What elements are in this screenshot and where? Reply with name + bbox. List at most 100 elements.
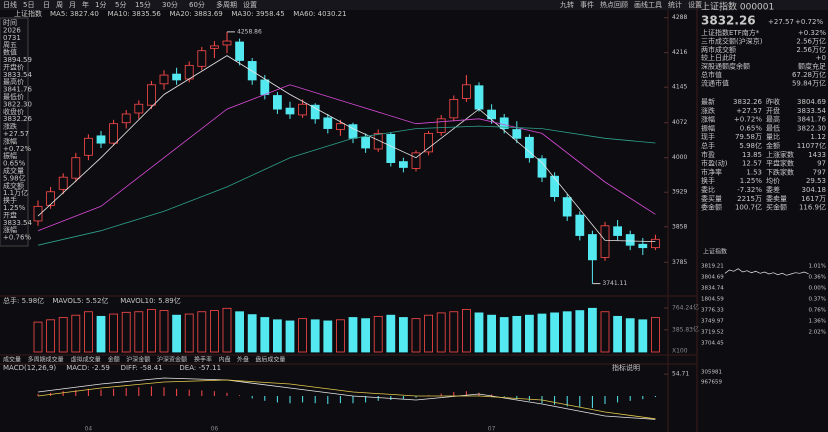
indicator-tab[interactable]: 盘后成交量: [255, 356, 285, 364]
indicator-tab[interactable]: 虚拟成交量: [71, 356, 101, 364]
quote-label: 昨收: [766, 97, 780, 106]
candle-body: [58, 176, 68, 190]
volume-bar: [525, 314, 534, 353]
mini-vol-label: 305981: [701, 370, 722, 376]
info-value: 2026: [3, 26, 21, 34]
quote-value: 79.58万: [735, 133, 762, 141]
toolbar-tab[interactable]: 日: [43, 1, 50, 9]
indicator-tab[interactable]: 金额: [108, 356, 120, 364]
toolbar-tab[interactable]: 15分: [135, 0, 151, 9]
quote-label: 较上日此时: [701, 53, 736, 62]
candle-body: [222, 40, 232, 46]
quote-value: 67.28万亿: [792, 70, 826, 79]
indicator-tab[interactable]: 沪深资金额: [157, 356, 187, 364]
indicator-tab[interactable]: 成交量: [3, 356, 21, 364]
mini-right-label: 0.00%: [809, 286, 826, 292]
volume-bar: [575, 310, 585, 353]
legend-item: MA20: 3883.69: [170, 10, 223, 18]
candle-body: [461, 84, 471, 99]
quote-price: 3832.26: [701, 14, 756, 28]
legend-item: MA30: 3958.45: [231, 10, 284, 18]
volume-bar: [600, 311, 610, 353]
info-value: +27.57: [3, 130, 29, 138]
quote-label: 深股通额度余额: [701, 62, 750, 71]
y-tick-label: 4000: [672, 154, 687, 161]
info-value: 1.1万亿: [3, 188, 28, 197]
info-label: 0731: [3, 34, 21, 42]
candle-body: [600, 225, 610, 258]
macd-header: DIFF: -58.41: [121, 364, 163, 372]
intraday-line: [724, 268, 809, 276]
volume-bar: [197, 311, 207, 353]
quote-label: 上涨家数: [766, 150, 794, 159]
volume-bar: [172, 314, 182, 353]
indicator-tab[interactable]: 换手率: [194, 356, 212, 364]
toolbar-tab[interactable]: 5日: [23, 1, 34, 9]
quote-value: +0: [816, 54, 826, 62]
toolbar-tool[interactable]: 热点回顾: [600, 0, 628, 9]
quote-name: 上证指数 000001: [701, 1, 774, 13]
candle-body: [46, 191, 55, 206]
y-tick-label: 4145: [672, 84, 687, 91]
indicator-tab[interactable]: 沪深金额: [126, 356, 150, 364]
quote-value: 1.25%: [740, 177, 763, 185]
volume-bar: [613, 315, 622, 353]
toolbar-tool[interactable]: 九转: [560, 0, 574, 9]
info-label: 振幅: [3, 151, 17, 160]
indicator-tab[interactable]: 多周期成交量: [28, 356, 64, 364]
toolbar-tab[interactable]: 年: [82, 0, 89, 9]
toolbar-tab[interactable]: 5分: [115, 0, 126, 9]
quote-value: 1.12: [810, 133, 826, 141]
mini-right-label: 0.76%: [809, 308, 826, 314]
candle-body: [172, 73, 182, 81]
info-value: 3822.30: [3, 100, 32, 108]
volume-bar: [222, 307, 232, 353]
toolbar-tab[interactable]: 月: [69, 1, 76, 9]
volume-bar: [134, 311, 144, 353]
volume-bar: [310, 319, 320, 353]
annotation-label: 4258.86: [237, 28, 262, 35]
toolbar-tool[interactable]: 事件: [580, 0, 594, 9]
info-label: 最低价: [3, 92, 24, 101]
quote-label: 上证指数ETF南方*: [701, 28, 760, 37]
info-label: 成交量: [3, 166, 24, 175]
toolbar-tab[interactable]: 周: [56, 1, 63, 9]
mini-title: 上证指数: [703, 248, 727, 256]
quote-value: 100.7亿: [735, 203, 762, 212]
info-value: +0.72%: [3, 145, 31, 153]
toolbar-tab[interactable]: 30分: [162, 0, 178, 9]
volume-bar: [550, 312, 559, 353]
candle-body: [197, 50, 207, 67]
toolbar-tab[interactable]: 多周期: [216, 0, 237, 9]
toolbar-tab[interactable]: 日线: [3, 0, 17, 9]
indicator-tab[interactable]: 外盘: [237, 356, 249, 364]
toolbar-tool[interactable]: 画线工具: [634, 0, 662, 9]
indicator-tab[interactable]: 内盘: [219, 356, 231, 364]
macd-header: DEA: -57.11: [179, 364, 221, 372]
toolbar-tab[interactable]: 设置: [243, 0, 257, 9]
toolbar-tool[interactable]: 统计: [668, 0, 682, 9]
toolbar-tab[interactable]: 60分: [189, 0, 205, 9]
quote-label: 委买量: [701, 194, 722, 203]
quote-label: 涨幅: [701, 115, 715, 124]
quote-label: 总手: [701, 141, 715, 150]
macd-help[interactable]: 指标说明: [612, 363, 640, 372]
x-tick-label: 07: [488, 426, 496, 432]
mini-right-label: 0.36%: [809, 275, 826, 281]
toolbar-tab[interactable]: 1分: [95, 0, 106, 9]
quote-value: 3841.76: [797, 116, 826, 124]
quote-value: 116.9亿: [799, 203, 826, 212]
volume-bar: [625, 318, 635, 353]
quote-value: 额度充足: [798, 62, 826, 71]
volume-bar: [487, 314, 497, 353]
quote-value: 304.18: [802, 186, 827, 194]
candle-body: [33, 205, 43, 222]
quote-value: 29.53: [806, 177, 826, 185]
candle-body: [121, 113, 131, 124]
y-tick-label: 4288: [672, 14, 687, 21]
quote-label: 委卖量: [766, 194, 787, 203]
volume-bar: [335, 319, 345, 353]
volume-bar: [461, 309, 471, 353]
toolbar-tool[interactable]: 设置: [688, 0, 702, 9]
volume-tick-label: 764.24亿: [672, 304, 699, 312]
